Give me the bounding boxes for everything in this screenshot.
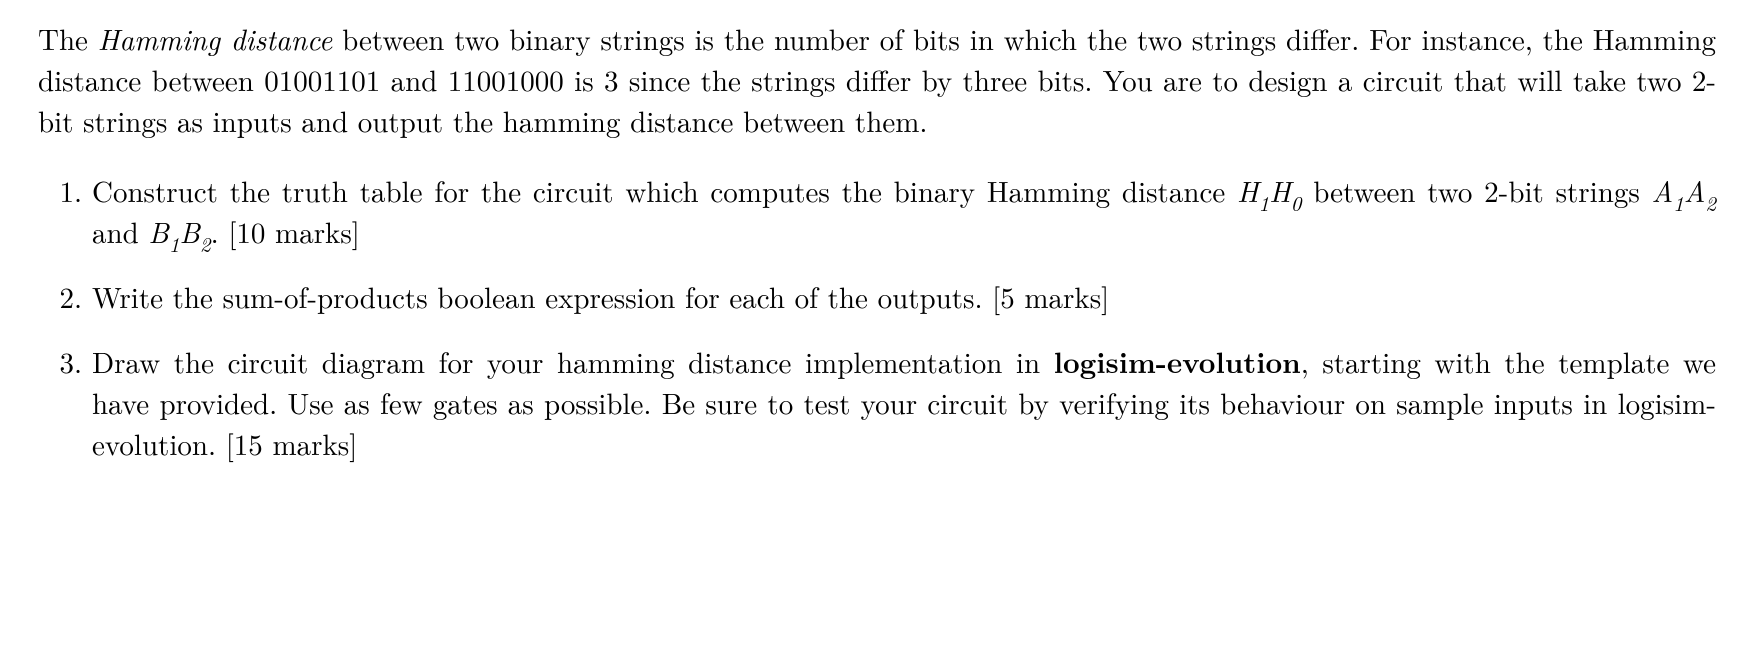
question-list: 1. Construct the truth table for the cir… — [38, 170, 1716, 465]
page: The Hamming distance between two binary … — [0, 0, 1754, 652]
question-1-number: 1. — [38, 170, 82, 211]
question-1: 1. Construct the truth table for the cir… — [92, 170, 1716, 252]
question-2: 2. Write the sum-of-products boolean exp… — [92, 276, 1716, 317]
var-A1: A1 — [1652, 170, 1684, 211]
question-1-and: and — [92, 211, 148, 252]
var-B2: B2 — [180, 211, 211, 252]
tool-logisim: logisim-evolution — [1054, 340, 1301, 382]
var-H0: H0 — [1269, 170, 1301, 211]
question-1-text-b: between two 2-bit strings — [1301, 170, 1651, 211]
var-B1: B1 — [148, 211, 179, 252]
intro-text-a: The — [38, 18, 98, 59]
term-hamming-distance: Hamming distance — [98, 18, 332, 59]
question-3-text-a: Draw the circuit diagram for your hammin… — [92, 341, 1054, 382]
question-3-number: 3. — [38, 341, 82, 382]
var-A2: A2 — [1684, 170, 1716, 211]
var-H1: H1 — [1237, 170, 1269, 211]
question-3: 3. Draw the circuit diagram for your ham… — [92, 341, 1716, 465]
question-2-number: 2. — [38, 276, 82, 317]
question-1-text-a: Construct the truth table for the circui… — [92, 170, 1237, 211]
question-2-text: Write the sum-of-products boolean expres… — [92, 276, 1109, 317]
intro-paragraph: The Hamming distance between two binary … — [38, 18, 1716, 142]
question-1-text-c: . [10 marks] — [211, 211, 360, 252]
